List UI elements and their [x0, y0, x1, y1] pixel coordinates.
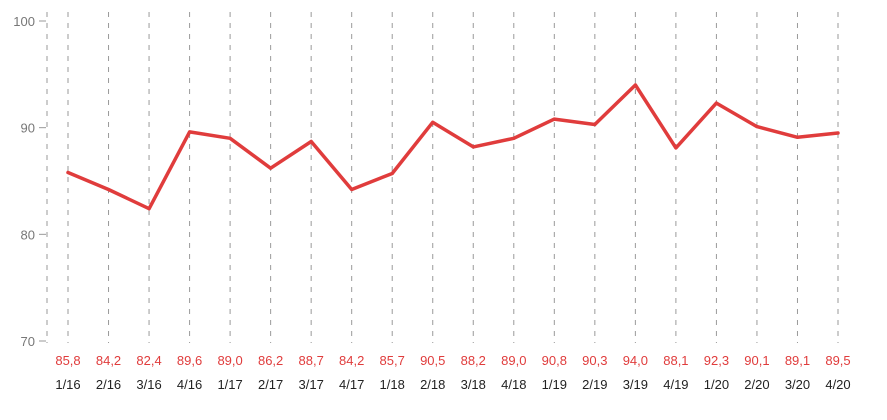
data-point-4/19 [674, 146, 678, 150]
x-tick-label-4/16: 4/16 [177, 377, 202, 392]
x-tick-label-1/18: 1/18 [380, 377, 405, 392]
x-tick-label-2/18: 2/18 [420, 377, 445, 392]
data-label-1/18: 85,7 [380, 353, 405, 368]
y-tick-label-90: 90 [21, 121, 35, 136]
y-tick-label-100: 100 [13, 14, 35, 29]
data-point-1/17 [228, 136, 232, 140]
data-label-1/17: 89,0 [217, 353, 242, 368]
x-tick-label-2/16: 2/16 [96, 377, 121, 392]
data-point-3/17 [309, 140, 313, 144]
x-tick-label-3/17: 3/17 [299, 377, 324, 392]
data-label-2/16: 84,2 [96, 353, 121, 368]
data-label-4/18: 89,0 [501, 353, 526, 368]
data-point-2/20 [755, 125, 759, 129]
x-tick-label-4/17: 4/17 [339, 377, 364, 392]
data-point-4/18 [512, 136, 516, 140]
data-point-1/18 [390, 172, 394, 176]
x-tick-label-1/19: 1/19 [542, 377, 567, 392]
data-label-4/16: 89,6 [177, 353, 202, 368]
data-label-4/17: 84,2 [339, 353, 364, 368]
x-tick-label-2/20: 2/20 [744, 377, 769, 392]
data-point-3/18 [471, 145, 475, 149]
series-line-group [66, 83, 840, 211]
data-point-4/16 [188, 130, 192, 134]
data-label-2/18: 90,5 [420, 353, 445, 368]
data-label-1/20: 92,3 [704, 353, 729, 368]
data-point-3/19 [633, 83, 637, 87]
grid-lines [67, 12, 839, 343]
data-point-1/20 [714, 101, 718, 105]
data-label-1/19: 90,8 [542, 353, 567, 368]
x-tick-label-2/19: 2/19 [582, 377, 607, 392]
data-point-2/16 [107, 188, 111, 192]
data-point-2/17 [269, 166, 273, 170]
x-tick-label-1/16: 1/16 [55, 377, 80, 392]
data-label-3/18: 88,2 [461, 353, 486, 368]
x-tick-label-4/19: 4/19 [663, 377, 688, 392]
data-point-3/16 [147, 207, 151, 211]
x-tick-label-4/18: 4/18 [501, 377, 526, 392]
x-tick-label-3/19: 3/19 [623, 377, 648, 392]
x-tick-label-3/20: 3/20 [785, 377, 810, 392]
data-point-3/20 [795, 135, 799, 139]
x-tick-label-3/16: 3/16 [136, 377, 161, 392]
y-tick-label-70: 70 [21, 334, 35, 349]
data-point-4/17 [350, 188, 354, 192]
data-label-3/17: 88,7 [299, 353, 324, 368]
data-point-1/19 [552, 117, 556, 121]
data-label-3/16: 82,4 [136, 353, 161, 368]
x-tick-label-4/20: 4/20 [825, 377, 850, 392]
data-point-2/18 [431, 120, 435, 124]
data-label-2/19: 90,3 [582, 353, 607, 368]
x-tick-label-3/18: 3/18 [461, 377, 486, 392]
data-point-4/20 [836, 131, 840, 135]
x-tick-label-1/20: 1/20 [704, 377, 729, 392]
y-tick-label-80: 80 [21, 227, 35, 242]
data-label-3/19: 94,0 [623, 353, 648, 368]
data-labels: 85,8 84,2 82,4 89,6 89,0 86,2 88,7 84,2 85,7 90,5… [55, 353, 850, 368]
x-tick-label-2/17: 2/17 [258, 377, 283, 392]
data-label-3/20: 89,1 [785, 353, 810, 368]
data-label-4/20: 89,5 [825, 353, 850, 368]
x-tick-label-1/17: 1/17 [217, 377, 242, 392]
data-label-2/20: 90,1 [744, 353, 769, 368]
data-label-1/16: 85,8 [55, 353, 80, 368]
x-axis: 1/16 2/16 3/16 4/16 1/17 2/17 3/17 4/17 1/18 2/18… [55, 377, 850, 392]
data-label-2/17: 86,2 [258, 353, 283, 368]
series-line [66, 83, 840, 211]
data-point-1/16 [66, 170, 70, 174]
data-label-4/19: 88,1 [663, 353, 688, 368]
y-axis: 70 80 90 100 [13, 12, 48, 349]
data-point-2/19 [593, 122, 597, 126]
